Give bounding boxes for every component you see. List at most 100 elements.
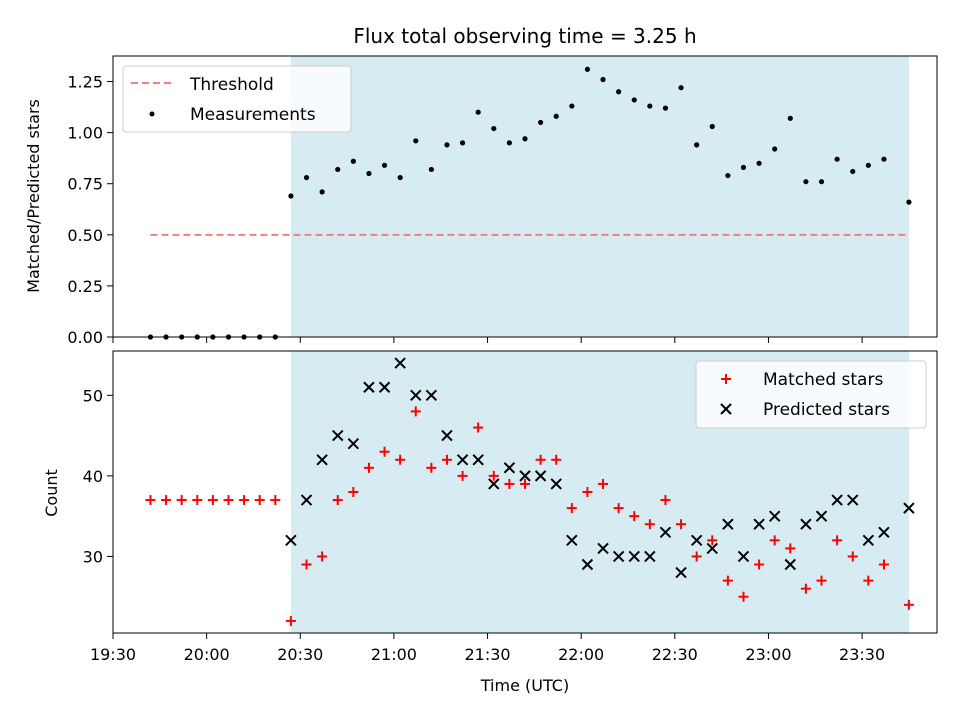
predicted-star-point — [659, 526, 672, 538]
measurement-point — [538, 119, 544, 126]
predicted-star-point — [737, 550, 750, 563]
predicted-star-point — [628, 550, 640, 563]
x-tick-label: 20:30 — [277, 645, 323, 664]
bottom-y-axis: 30 40 50 — [83, 386, 113, 566]
matched-star-point — [145, 495, 156, 506]
chart-title: Flux total observing time = 3.25 h — [353, 24, 696, 48]
y-tick-label: 1.00 — [67, 124, 103, 143]
bottom-legend: Matched stars Predicted stars — [695, 360, 927, 429]
predicted-star-point — [456, 454, 469, 466]
matched-star-point — [520, 478, 530, 489]
matched-star-point — [301, 559, 312, 570]
predicted-star-point — [862, 534, 875, 547]
measurement-point — [428, 166, 434, 173]
matched-star-point — [629, 511, 640, 522]
matched-star-point — [426, 462, 437, 473]
predicted-star-point — [753, 518, 765, 530]
matched-star-point — [878, 559, 889, 570]
x-tick-label: 19:30 — [90, 645, 136, 664]
matched-star-point — [379, 446, 390, 457]
matched-star-point — [270, 495, 281, 506]
predicted-star-point — [332, 429, 344, 442]
predicted-star-point — [675, 566, 687, 579]
legend-measurements-swatch — [149, 111, 155, 117]
matched-star-point — [254, 495, 265, 506]
matched-star-point — [504, 478, 515, 489]
matched-star-point — [598, 478, 609, 489]
x-tick-label: 23:00 — [745, 645, 791, 664]
measurement-point — [850, 168, 856, 175]
y-tick-label: 0.25 — [67, 277, 103, 296]
measurement-point — [865, 162, 871, 168]
predicted-star-point — [706, 542, 718, 555]
predicted-star-point — [488, 478, 500, 490]
legend-matched-swatch — [721, 374, 731, 384]
x-tick-label: 23:30 — [839, 645, 885, 664]
measurement-point — [647, 103, 653, 109]
predicted-star-point — [519, 470, 531, 482]
matched-star-point — [816, 575, 827, 586]
matched-star-point — [660, 495, 671, 506]
measurement-point — [616, 89, 622, 95]
measurement-point — [906, 199, 912, 205]
matched-star-point — [348, 487, 359, 497]
matched-star-point — [207, 495, 218, 506]
matched-star-point — [332, 495, 343, 506]
predicted-star-point — [394, 357, 406, 369]
measurement-point — [725, 172, 731, 179]
measurement-point — [740, 164, 747, 170]
bottom-x-axis: 19:30 20:00 20:30 21:00 21:30 22:00 22:30 23:00… — [90, 633, 885, 664]
predicted-star-point — [363, 381, 375, 393]
y-tick-label: 0.75 — [67, 175, 103, 194]
measurement-point — [491, 125, 497, 132]
top-panel: 0.00 0.25 0.50 0.75 1.00 1.25 Matched/Predict… — [24, 55, 938, 347]
y-tick-label: 1.25 — [67, 73, 103, 92]
matched-star-point — [285, 615, 296, 626]
predicted-star-point — [800, 518, 812, 530]
measurement-point — [631, 97, 637, 103]
matched-star-point — [161, 495, 172, 506]
top-plot-frame — [112, 55, 938, 338]
matched-star-point — [722, 575, 733, 586]
measurement-point — [475, 109, 481, 115]
predicted-star-point — [722, 518, 734, 530]
legend-threshold-label: Threshold — [189, 75, 274, 95]
predicted-star-point — [300, 494, 313, 506]
measurement-point — [569, 103, 575, 109]
matched-star-point — [317, 551, 328, 562]
matched-star-point — [551, 454, 562, 465]
matched-star-point — [535, 454, 546, 465]
matched-star-point — [363, 462, 374, 473]
matched-star-point — [644, 519, 655, 530]
bottom-x-label: Time (UTC) — [480, 676, 569, 695]
measurement-point — [678, 85, 684, 91]
predicted-star-point — [612, 550, 625, 563]
matched-star-point — [441, 454, 452, 465]
predicted-star-point — [285, 534, 297, 547]
top-shaded-span — [290, 56, 909, 337]
legend-predicted-swatch — [720, 403, 732, 415]
predicted-star-point — [690, 534, 703, 547]
measurement-point — [818, 179, 825, 185]
measurement-point — [803, 179, 809, 185]
predicted-star-point — [378, 381, 391, 393]
x-tick-label: 22:00 — [558, 645, 604, 664]
measurement-point — [772, 146, 778, 152]
predicted-stars-points — [285, 357, 915, 579]
bottom-y-label: Count — [42, 469, 61, 517]
matched-star-point — [707, 535, 718, 546]
predicted-star-point — [847, 494, 859, 506]
matched-star-point — [192, 495, 203, 506]
predicted-star-point — [550, 478, 562, 490]
measurement-point — [413, 138, 419, 144]
measurement-point — [444, 142, 450, 148]
measurement-point — [459, 140, 466, 146]
predicted-star-point — [566, 534, 578, 547]
legend-matched-marker — [721, 374, 731, 384]
measurement-point — [381, 162, 388, 168]
predicted-star-point — [644, 550, 656, 563]
top-y-axis: 0.00 0.25 0.50 0.75 1.00 1.25 — [67, 73, 113, 347]
legend-predicted-marker — [720, 403, 732, 415]
matched-star-point — [566, 503, 577, 514]
